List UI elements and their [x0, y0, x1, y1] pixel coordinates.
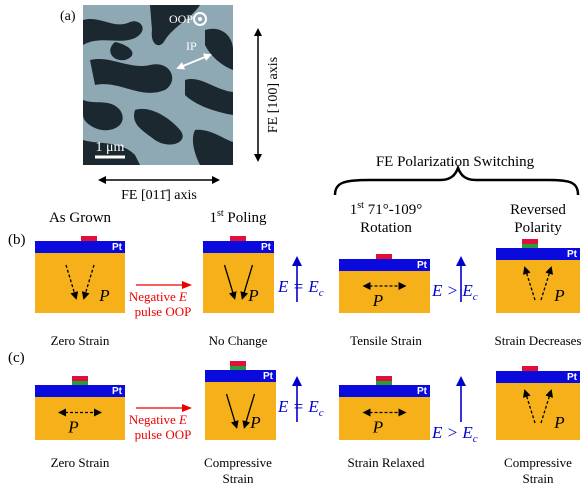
p-vector: P⃗ [553, 413, 578, 432]
ordinal: 1 [209, 210, 217, 226]
p-vector: P⃗ [98, 286, 123, 305]
field-label: E > Ec [431, 281, 478, 303]
ordinal: 1 [350, 202, 358, 218]
poling-word: Negative [129, 289, 179, 304]
red-pad [230, 361, 246, 366]
column-title: Polarity [514, 220, 562, 236]
red-pad [376, 376, 392, 381]
pt-label: Pt [567, 372, 578, 383]
field-label: E = Ec [277, 397, 324, 419]
pt-label: Pt [567, 249, 578, 260]
p-vector: P⃗ [247, 286, 272, 305]
pt-label: Pt [112, 242, 123, 253]
p-vector: P⃗ [372, 291, 397, 310]
field-sub: c [473, 291, 478, 303]
red-pad [72, 376, 88, 381]
field-label: E > Ec [431, 423, 478, 445]
column-titles: As Grown 1st Poling 1st 71°-109° Rotation Re… [49, 200, 566, 236]
oop-label: OOP [169, 12, 193, 26]
column-title: Reversed [510, 202, 566, 218]
caption: Tensile Strain [350, 333, 422, 348]
red-pad [230, 236, 246, 241]
poling-label: Negative E⃗ [129, 289, 197, 304]
pt-label: Pt [112, 386, 123, 397]
caption: Strain [522, 471, 554, 486]
title-text: Poling [224, 210, 267, 226]
poling-label: pulse OOP [135, 427, 192, 442]
poling-label: Negative E⃗ [129, 412, 197, 427]
column-title: Rotation [360, 220, 412, 236]
axis-label: FE [011̄] axis [121, 188, 197, 203]
green-pad [522, 244, 538, 248]
row-label: (c) [8, 350, 25, 366]
field-sub: c [319, 287, 324, 299]
field-lhs: E > E [431, 423, 473, 442]
green-pad [72, 381, 88, 385]
oop-dot [198, 17, 202, 21]
row-label: (b) [8, 232, 26, 248]
column-title: 1st 71°-109° [350, 200, 422, 218]
caption: Strain Relaxed [348, 455, 425, 470]
poling-label: pulse OOP [135, 304, 192, 319]
p-vector: P⃗ [67, 418, 92, 437]
field-label: E = Ec [277, 277, 324, 299]
red-pad [522, 366, 538, 371]
red-pad [522, 239, 538, 244]
caption: Strain [222, 471, 254, 486]
field-lhs: E = E [277, 397, 319, 416]
scale-label: 1 μm [96, 140, 125, 155]
title-text: As Grown [49, 210, 112, 226]
column-title: As Grown [49, 210, 112, 226]
red-pad [81, 236, 97, 241]
field-sub: c [319, 407, 324, 419]
poling-word: Negative [129, 412, 179, 427]
title-text: 71°-109° [364, 202, 422, 218]
green-pad [376, 381, 392, 385]
brace [335, 168, 578, 195]
poling-vec: E⃗ [178, 412, 197, 427]
pt-label: Pt [261, 242, 272, 253]
caption: Zero Strain [51, 333, 110, 348]
caption: No Change [209, 333, 268, 348]
ip-label: IP [186, 39, 197, 53]
p-vector: P⃗ [249, 413, 274, 432]
green-pad [230, 366, 246, 370]
pt-label: Pt [263, 371, 274, 382]
p-vector: P⃗ [372, 418, 397, 437]
caption: Compressive [204, 455, 272, 470]
panel-label: (a) [60, 9, 76, 24]
pt-label: Pt [417, 386, 428, 397]
p-vector: P⃗ [553, 286, 578, 305]
field-lhs: E = E [277, 277, 319, 296]
axis-label: FE [100] axis [266, 57, 281, 133]
field-lhs: E > E [431, 281, 473, 300]
caption: Zero Strain [51, 455, 110, 470]
column-title: 1st Poling [209, 208, 267, 226]
red-pad [376, 254, 392, 259]
rows: (b) Pt P⃗ Zero Strain Pt P⃗ No Change Pt P⃗ Tensi… [8, 232, 582, 486]
caption: Strain Decreases [495, 333, 582, 348]
field-sub: c [473, 433, 478, 445]
pt-label: Pt [417, 260, 428, 271]
title-text: Reversed [510, 202, 566, 218]
caption: Compressive [504, 455, 572, 470]
header: FE Polarization Switching [376, 154, 535, 170]
figure: (a) OOP IP 1 μm FE [100] axis FE [011̄] … [0, 0, 584, 492]
poling-vec: E⃗ [178, 289, 197, 304]
